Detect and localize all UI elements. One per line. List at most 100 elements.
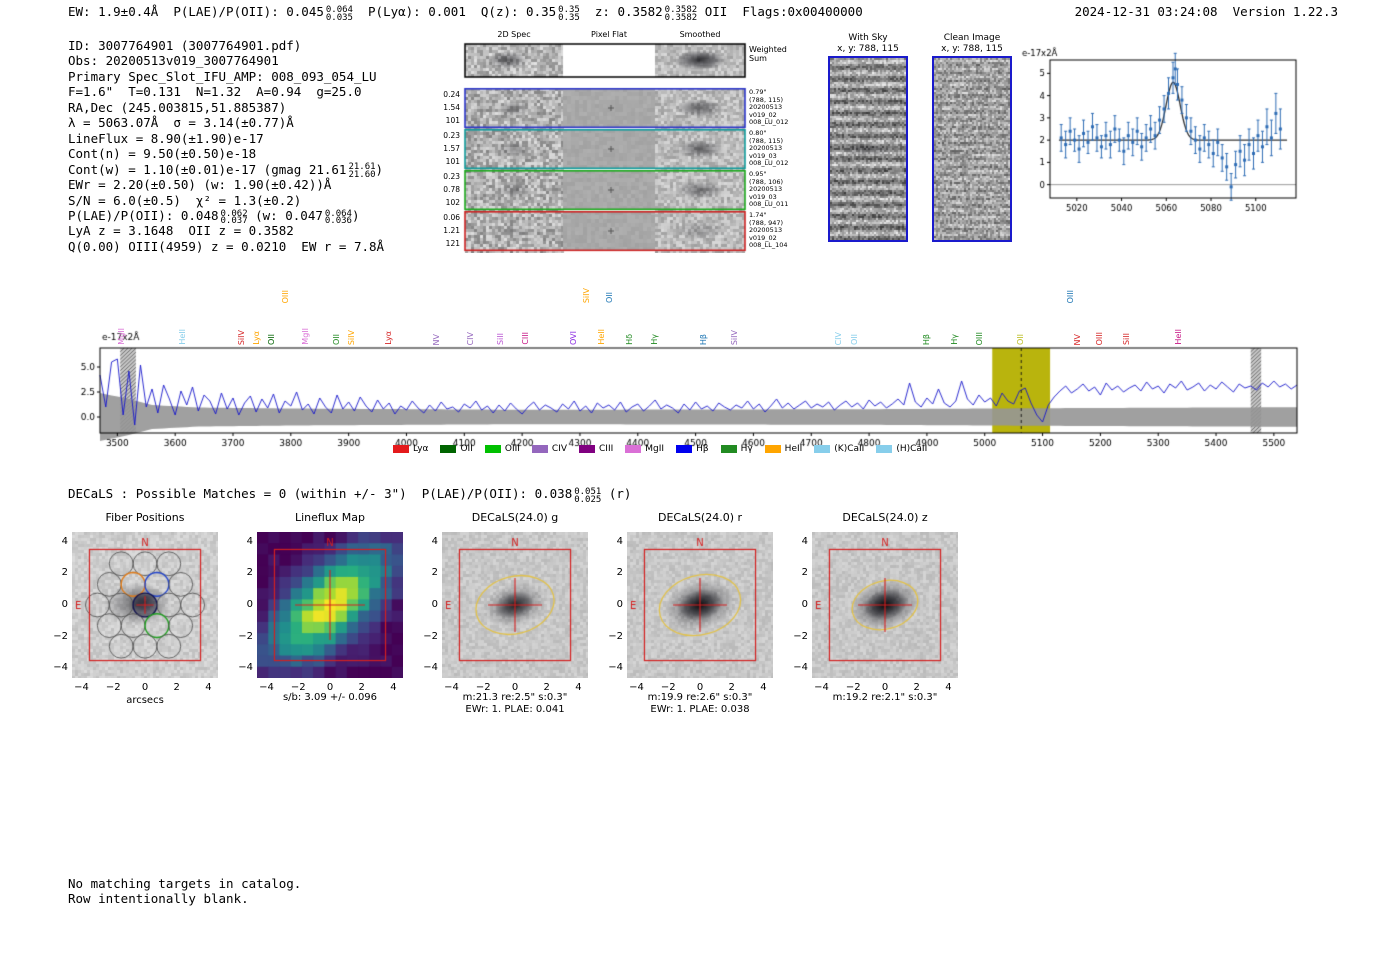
- x-tick-label: 4: [390, 682, 397, 693]
- emission-line-label: OIII: [1095, 331, 1105, 345]
- emission-line-label: HeII: [178, 329, 188, 345]
- fiber-weight: 0.78: [443, 185, 460, 194]
- emission-line-label: Lyα: [252, 331, 262, 345]
- fiber-meta: 008_LU_012: [749, 159, 789, 168]
- clean-title: Clean Image: [943, 33, 1001, 43]
- y-tick-label: −4: [238, 662, 253, 674]
- legend-item: Lyα: [393, 444, 428, 454]
- x-tick-label: 2: [728, 682, 735, 693]
- info-line: ID: 3007764901 (3007764901.pdf): [68, 38, 301, 53]
- header-hilo: 0.3582 0.3582: [665, 5, 698, 23]
- info-line: Primary Spec_Slot_IFU_AMP: 008_093_054_L…: [68, 69, 377, 84]
- legend-item: CIV: [531, 444, 567, 454]
- x-tick-label: −4: [629, 682, 644, 693]
- spec2d-col-header: 2D Spec: [497, 30, 531, 39]
- weighted-sum-line: Weighted: [749, 45, 787, 54]
- info-line: λ = 5063.07Å σ = 3.14(±0.77)Å: [68, 115, 294, 130]
- y-tick-label: 4: [246, 535, 253, 547]
- decals-text: (r): [601, 486, 632, 501]
- info-hilo: 0.062 0.037: [220, 209, 248, 227]
- y-tick-label: 0: [801, 599, 808, 610]
- y-tick-label: 2: [246, 567, 253, 579]
- emission-line-label: SiIV: [237, 329, 247, 345]
- info-lo: 0.037: [220, 216, 248, 227]
- spectrum-legend: Lyα OII OIII CIV CIII MgII Hβ Hγ HeII (K)CaII (H)C…: [393, 444, 927, 454]
- timestamp-version: 2024-12-31 03:24:08 Version 1.22.3: [1074, 4, 1338, 19]
- emission-line-label: Lyα: [384, 331, 394, 345]
- emission-line-label: OIII: [1066, 289, 1076, 303]
- emission-line-label: SiIV: [347, 329, 357, 345]
- emission-line-label: HeII: [596, 329, 606, 345]
- emission-line-label: SiII: [1121, 332, 1131, 345]
- cutout-title: DECaLS(24.0) g: [471, 511, 559, 524]
- x-tick-label: −2: [660, 682, 676, 693]
- emission-line-label: OII: [1016, 333, 1026, 345]
- emission-line-label: Hγ: [650, 334, 660, 345]
- y-tick-label: 0: [246, 599, 253, 610]
- full-spectrum-canvas: [60, 330, 1320, 458]
- fiber-meta: (788, 106): [749, 177, 784, 186]
- x-tick-label: 2: [543, 682, 550, 693]
- clean-coords: x, y: 788, 115: [941, 44, 1003, 54]
- legend-item: CIII: [579, 444, 613, 454]
- info-line: P(LAE)/P(OII): 0.048 0.062 0.037 (w: 0.047…: [68, 208, 360, 226]
- emission-line-label: Hβ: [698, 333, 708, 345]
- fiber-row-weights: 0.23 0.78 102: [429, 170, 460, 209]
- emission-line-label: OVI: [569, 331, 579, 345]
- legend-swatch: [720, 445, 737, 453]
- fiber-meta: 0.95": [749, 170, 767, 178]
- header-hilo: 0.35 0.35: [558, 5, 580, 23]
- legend-swatch: [676, 445, 693, 453]
- emission-line-label: MgII: [300, 328, 310, 345]
- cutout-caption: m:21.3 re:2.5" s:0.3": [462, 692, 568, 703]
- x-tick-label: 4: [205, 682, 212, 693]
- legend-item: (H)CaII: [876, 444, 927, 454]
- decals-hilo: 0.051 0.025: [574, 487, 602, 505]
- x-tick-label: 0: [696, 682, 704, 693]
- header-hi: 0.064: [325, 4, 353, 15]
- fiber-weight: 0.23: [443, 172, 460, 181]
- emission-line-label: CIII: [520, 332, 530, 345]
- legend-swatch: [814, 445, 831, 453]
- fiber-weight: 1.54: [443, 103, 460, 112]
- fiber-weight: 0.06: [443, 213, 460, 222]
- weighted-sum-line: Sum: [749, 54, 767, 63]
- emission-line-label: OII: [850, 333, 860, 345]
- cutout-caption: m:19.9 re:2.6" s:0.3": [647, 692, 753, 703]
- clean-image: [932, 56, 1012, 242]
- x-tick-label: 2: [913, 682, 920, 693]
- cutout-caption: s/b: 3.09 +/- 0.096: [282, 692, 378, 703]
- fiber-meta: v019_02: [749, 233, 777, 242]
- emission-line-label: OII: [267, 333, 277, 345]
- info-line: Q(0.00) OIII(4959) z = 0.0210 EW r = 7.8…: [68, 239, 384, 254]
- info-text: λ = 5063.07Å σ = 3.14(±0.77)Å: [68, 115, 294, 131]
- legend-label: OII: [460, 444, 473, 454]
- info-text: ): [375, 161, 384, 177]
- y-tick-label: 4: [61, 535, 68, 547]
- emission-line-label: OIII: [281, 289, 291, 303]
- legend-swatch: [531, 445, 548, 453]
- y-tick-label: 0: [431, 599, 438, 610]
- x-tick-label: 0: [326, 682, 334, 693]
- fiber-row-weights: 0.24 1.54 101: [429, 88, 460, 127]
- fiber-weight: 1.21: [443, 226, 460, 235]
- fiber-weight: 101: [445, 157, 460, 166]
- decals-lo: 0.025: [574, 494, 602, 505]
- fiber-meta: (788, 947): [749, 218, 784, 227]
- fiber-meta: 20200513: [749, 226, 783, 235]
- emission-line-label: CIV: [466, 331, 476, 345]
- info-line: EWr = 2.20(±0.50) (w: 1.90(±0.42))Å: [68, 177, 331, 192]
- emission-line-label: SiIV: [729, 329, 739, 345]
- y-tick-label: −4: [608, 662, 623, 674]
- header-lo: 0.35: [558, 12, 580, 23]
- fiber-meta: 20200513: [749, 185, 783, 194]
- fiber-meta: 008_LL_104: [749, 241, 788, 250]
- legend-swatch: [440, 445, 457, 453]
- y-tick-label: 2: [431, 567, 438, 579]
- y-tick-label: 2: [801, 567, 808, 579]
- x-tick-label: 4: [945, 682, 952, 693]
- cutout-title: DECaLS(24.0) r: [657, 511, 743, 524]
- info-text: ID: 3007764901 (3007764901.pdf): [68, 38, 302, 53]
- info-text: ): [351, 207, 360, 223]
- fiber-meta: 008_LU_011: [749, 200, 789, 209]
